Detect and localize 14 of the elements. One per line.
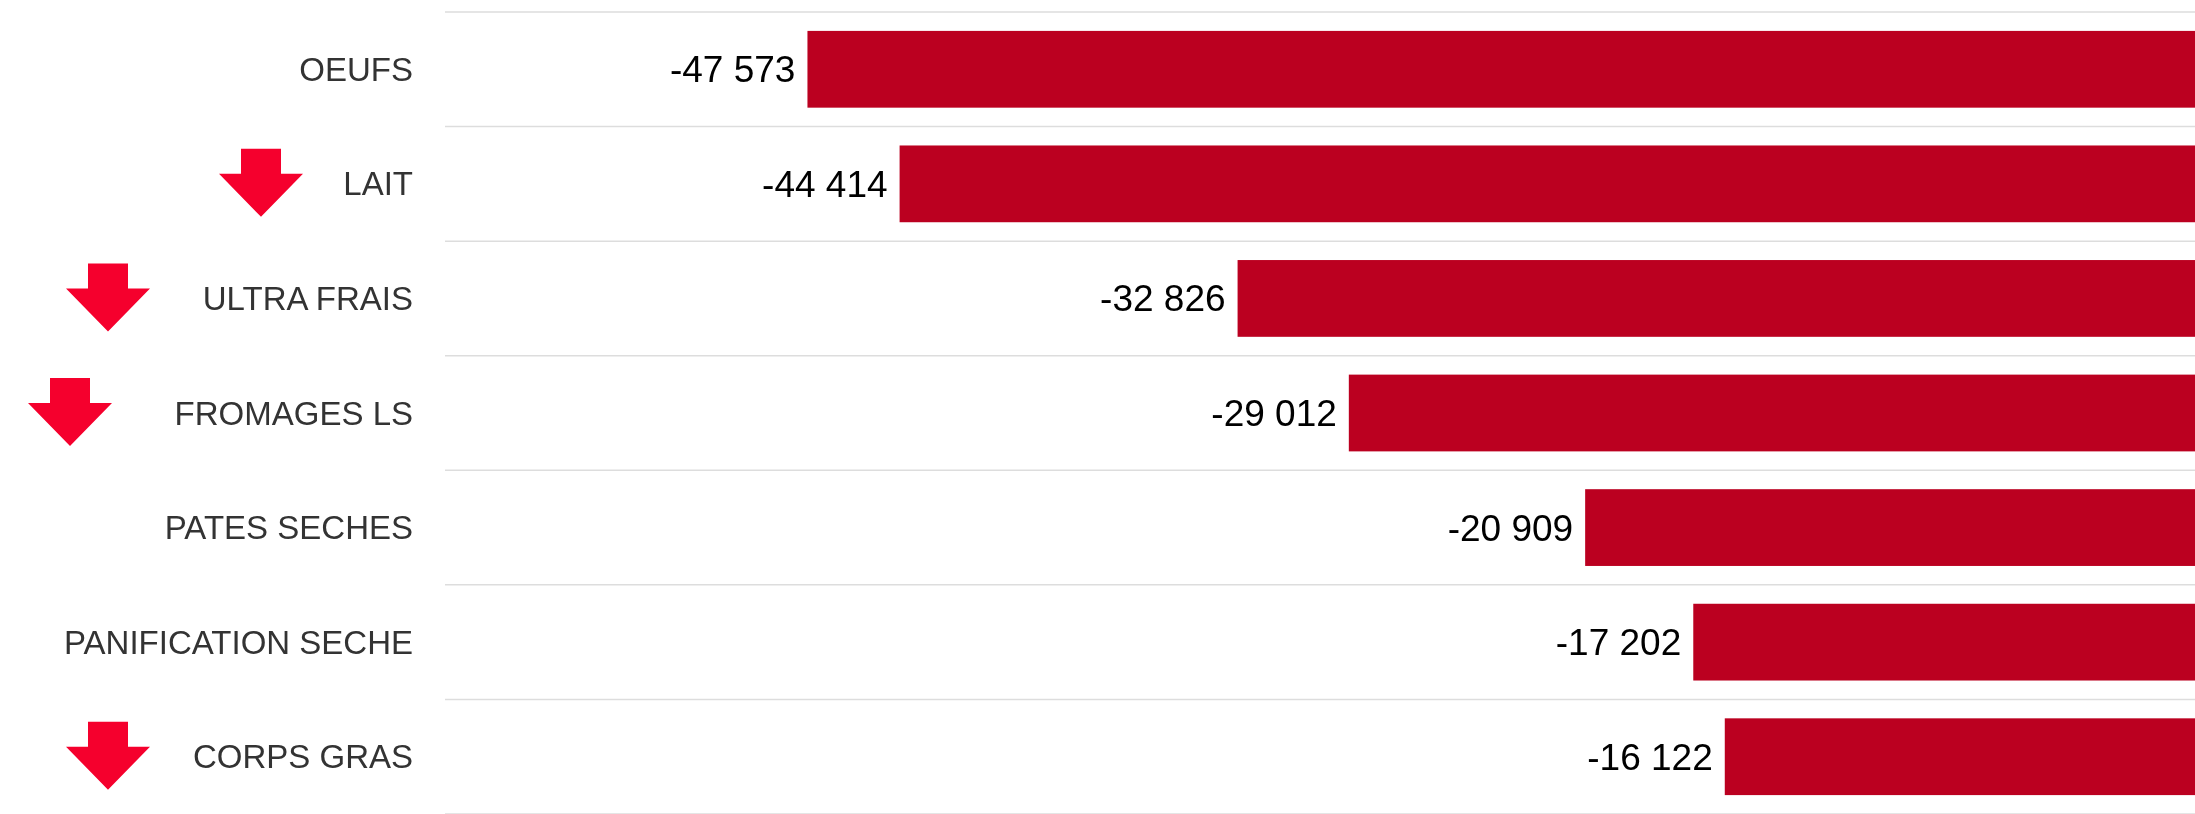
y-tick-label: FROMAGES LS	[174, 394, 413, 432]
y-tick-label: CORPS GRAS	[192, 738, 413, 776]
data-label: -44 414	[762, 163, 888, 205]
data-label: -17 202	[1555, 622, 1682, 664]
y-tick-label: ULTRA FRAIS	[202, 279, 413, 317]
data-label: -16 122	[1587, 736, 1713, 778]
y-tick-label: PATES SECHES	[164, 509, 413, 547]
data-label: -47 573	[669, 49, 796, 91]
data-label: -29 012	[1211, 392, 1337, 434]
data-label: -20 909	[1447, 507, 1574, 549]
data-label: -32 826	[1100, 278, 1226, 320]
y-tick-label: OEUFS	[299, 50, 413, 88]
y-tick-label: PANIFICATION SECHE	[64, 623, 413, 661]
y-tick-label: LAIT	[343, 165, 413, 203]
